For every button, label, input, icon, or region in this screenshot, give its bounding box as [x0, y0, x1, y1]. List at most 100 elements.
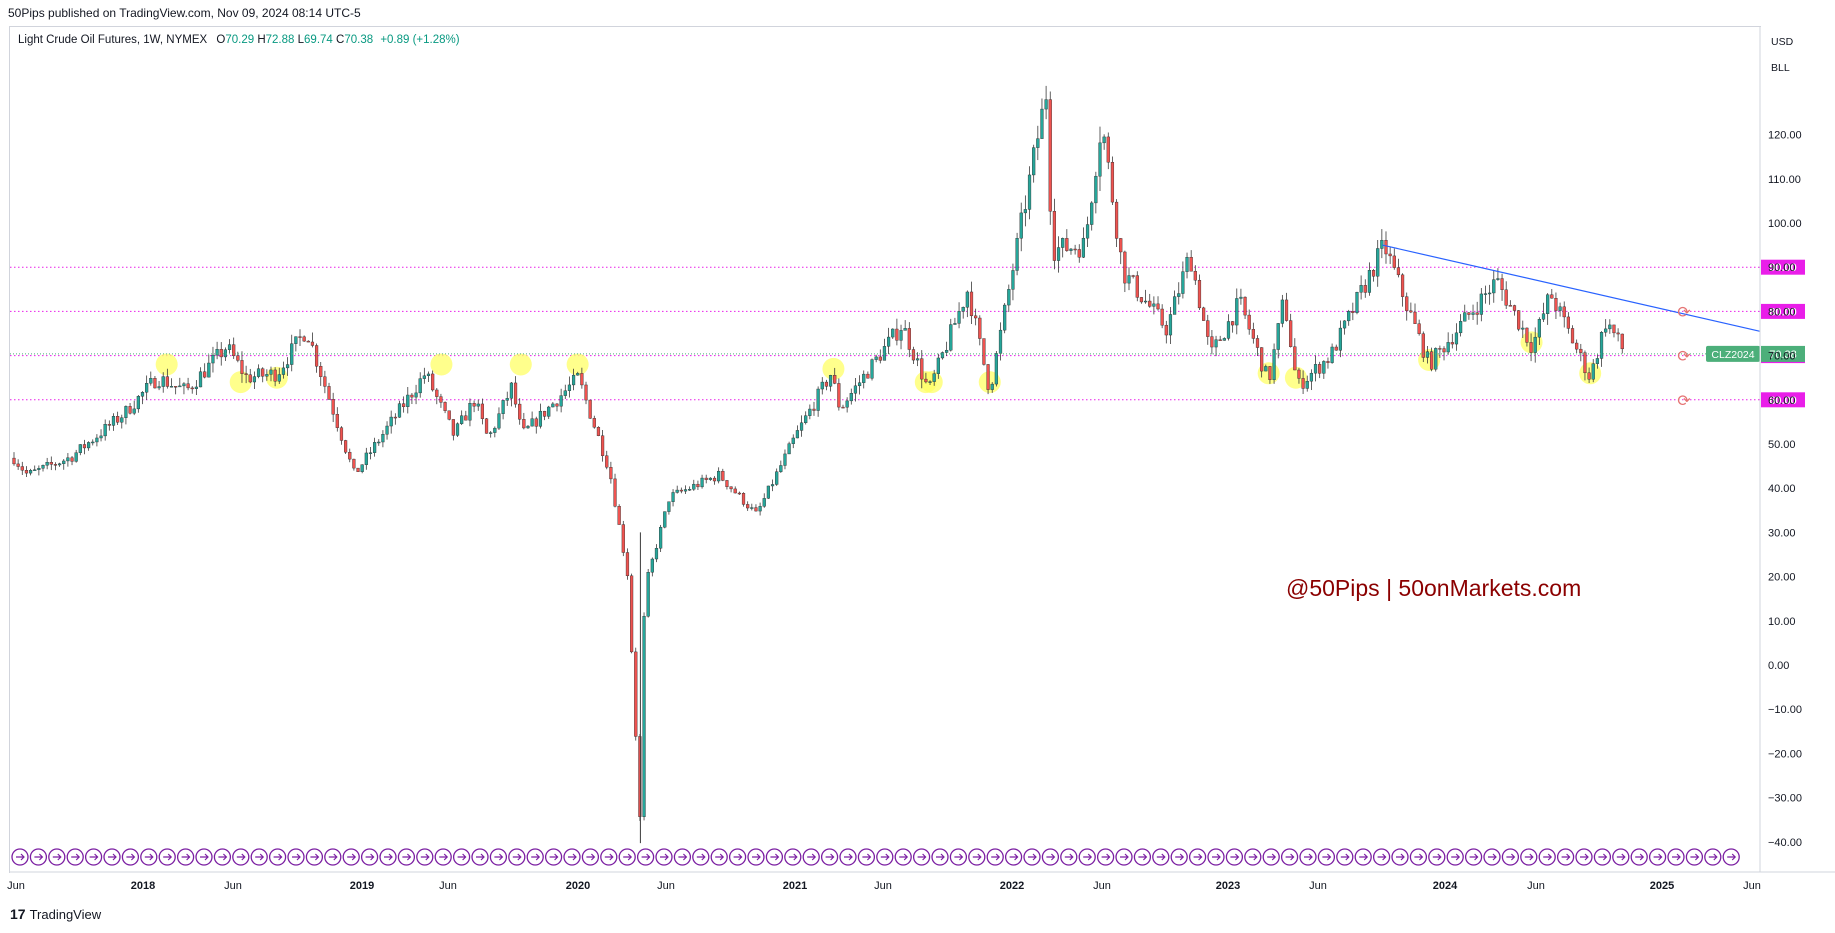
candle-body	[178, 385, 182, 388]
candle-body	[435, 389, 439, 397]
candle-body	[37, 468, 41, 470]
candle-body	[634, 651, 638, 737]
candle-body	[509, 382, 513, 399]
candle-body	[352, 458, 356, 469]
support-touch-marker[interactable]	[920, 371, 943, 394]
candle-body	[936, 357, 940, 374]
chart-legend: Light Crude Oil Futures, 1W, NYMEX O70.2…	[18, 34, 460, 46]
candle-body	[671, 492, 675, 502]
alert-refresh-icon[interactable]: ⟳	[1677, 393, 1691, 410]
candle-body	[223, 349, 227, 358]
candle-body	[1152, 303, 1156, 307]
candle-body	[692, 483, 696, 490]
support-touch-marker[interactable]	[155, 353, 178, 376]
unit-button[interactable]: BLL	[1771, 62, 1790, 74]
candle-body	[1143, 300, 1148, 303]
candle-body	[1459, 321, 1463, 334]
candle-body	[62, 460, 66, 464]
candle-body	[1189, 257, 1193, 272]
candle-body	[1546, 294, 1550, 314]
candle-body	[787, 443, 791, 455]
candle-body	[244, 373, 248, 375]
footer-brand[interactable]: 17 TradingView	[10, 906, 101, 922]
candle-body	[1052, 211, 1056, 261]
candle-body	[397, 403, 402, 418]
candle-body	[833, 375, 837, 384]
candle-body	[285, 364, 290, 369]
candle-body	[1446, 342, 1450, 353]
support-touch-marker[interactable]	[822, 357, 845, 380]
ticker-label: CLZ2024	[1711, 349, 1754, 361]
candle-body	[87, 442, 91, 449]
candle-body	[837, 383, 841, 408]
level-price-label: 90.00	[1769, 262, 1797, 274]
currency-button[interactable]: USD	[1771, 36, 1794, 48]
candle-body	[580, 373, 584, 386]
event-arrow-icon	[1193, 853, 1203, 861]
candle-body	[779, 465, 783, 472]
candle-body	[360, 464, 364, 472]
candle-body	[1566, 316, 1570, 329]
candle-body	[571, 374, 576, 386]
candle-body	[737, 492, 741, 495]
support-touch-marker[interactable]	[229, 371, 252, 394]
candle-body	[551, 403, 555, 408]
event-arrow-icon	[1506, 853, 1516, 861]
time-tick-label: Jun	[224, 880, 242, 892]
candle-body	[132, 408, 136, 414]
candle-body	[783, 453, 787, 466]
alert-refresh-icon[interactable]: ⟳	[1677, 349, 1691, 366]
candle-body	[758, 506, 762, 512]
candle-body	[211, 354, 215, 364]
support-touch-marker[interactable]	[430, 353, 453, 376]
candle-body	[128, 406, 132, 414]
candle-body	[654, 547, 659, 560]
high-value: 72.88	[265, 34, 295, 46]
support-touch-marker[interactable]	[1284, 366, 1307, 389]
candle-body	[1102, 136, 1106, 144]
candle-body	[1231, 321, 1235, 326]
candle-body	[124, 406, 128, 418]
candle-body	[1429, 351, 1434, 370]
event-arrow-icon	[144, 853, 154, 861]
candle-body	[1376, 248, 1380, 277]
candle-body	[489, 432, 493, 434]
candle-body	[907, 328, 911, 350]
candle-body	[41, 465, 45, 469]
event-arrow-icon	[1028, 853, 1037, 861]
candle-body	[1508, 305, 1512, 307]
candle-body	[741, 493, 746, 505]
candle-body	[261, 368, 265, 377]
candle-body	[410, 394, 414, 398]
event-arrow-icon	[880, 853, 890, 861]
candle-body	[642, 616, 646, 817]
candle-body	[1371, 270, 1376, 277]
candle-body	[1032, 147, 1036, 176]
price-tick-label: 80.00	[1768, 306, 1796, 318]
candle-body	[484, 418, 489, 434]
descending-trendline[interactable]	[1382, 244, 1761, 332]
candle-body	[422, 375, 426, 379]
candle-body	[1599, 332, 1604, 359]
candle-body	[696, 483, 700, 488]
candle-body	[982, 338, 986, 365]
event-arrow-icon	[862, 853, 872, 861]
candle-body	[1400, 274, 1405, 297]
symbol-title[interactable]: Light Crude Oil Futures, 1W, NYMEX	[18, 34, 208, 46]
candle-body	[1268, 366, 1272, 380]
candle-body	[1525, 327, 1529, 343]
candle-body	[277, 374, 281, 382]
candle-body	[1061, 238, 1065, 248]
candle-body	[820, 381, 824, 390]
event-arrow-icon	[1248, 853, 1258, 861]
candle-body	[1541, 313, 1546, 320]
support-touch-marker[interactable]	[566, 353, 589, 376]
event-arrow-icon	[71, 853, 81, 861]
event-arrow-icon	[200, 853, 209, 861]
support-touch-marker[interactable]	[509, 353, 532, 376]
event-arrow-icon	[1653, 853, 1663, 861]
candle-body	[1442, 348, 1446, 353]
candle-body	[314, 345, 319, 367]
alert-refresh-icon[interactable]: ⟳	[1677, 304, 1691, 321]
